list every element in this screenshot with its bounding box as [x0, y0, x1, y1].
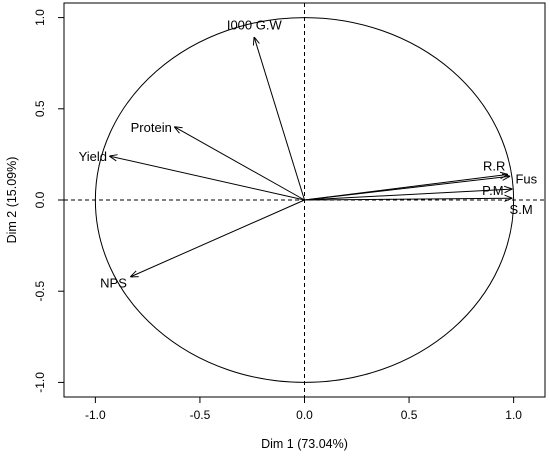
- y-axis-title: Dim 2 (15.09%): [5, 157, 19, 244]
- arrow-i000-g-w: [254, 38, 305, 201]
- label-yield: Yield: [79, 149, 107, 164]
- arrow-yield: [110, 156, 305, 201]
- y-tick-label: 1.0: [33, 9, 47, 26]
- x-tick-label: -1.0: [85, 408, 106, 422]
- label-nps: NPS: [100, 276, 127, 291]
- label-s-m: S.M: [510, 202, 533, 217]
- label-protein: Protein: [131, 120, 172, 135]
- arrow-p-m: [304, 189, 512, 201]
- axis-ticks: -1.0 -0.5 0.0 0.5 1.0 -1.0 -0.5 0.0 0.5 1.0: [33, 9, 522, 422]
- arrow-s-m: [304, 198, 512, 200]
- arrow-fus: [304, 176, 510, 201]
- label-r-r: R.R: [483, 158, 505, 173]
- x-tick-label: -0.5: [190, 408, 211, 422]
- plot-area: I000 G.W Protein Yield NPS R.R Fus P.M S.M: [63, 2, 546, 398]
- label-p-m: P.M: [482, 183, 503, 198]
- x-tick-label: 0.0: [296, 408, 313, 422]
- x-axis-title: Dim 1 (73.04%): [261, 437, 348, 451]
- arrow-protein: [175, 127, 305, 201]
- y-tick-label: 0.0: [33, 191, 47, 208]
- arrow-nps: [131, 199, 305, 277]
- y-tick-label: 0.5: [33, 100, 47, 117]
- label-i000-g-w: I000 G.W: [227, 18, 283, 33]
- y-tick-label: -1.0: [33, 372, 47, 393]
- label-fus: Fus: [515, 171, 537, 186]
- x-tick-label: 1.0: [505, 408, 522, 422]
- y-tick-label: -0.5: [33, 281, 47, 302]
- x-tick-label: 0.5: [401, 408, 418, 422]
